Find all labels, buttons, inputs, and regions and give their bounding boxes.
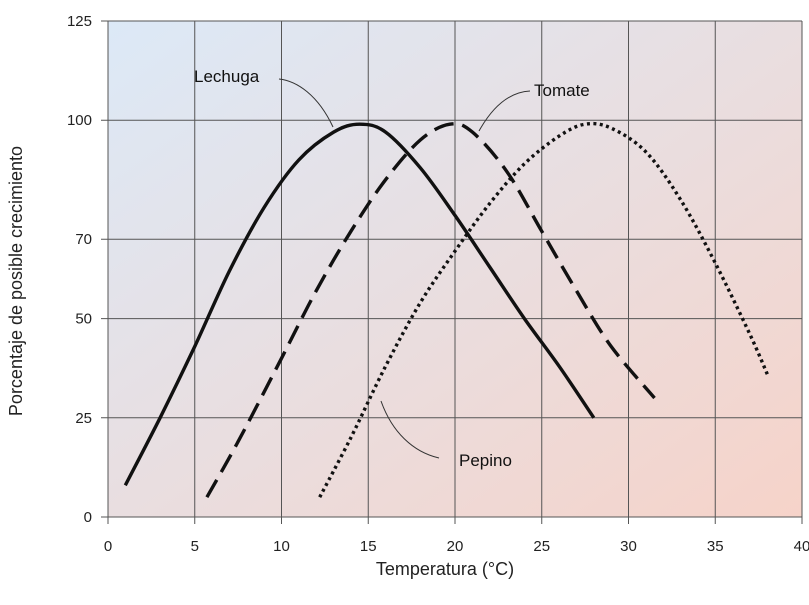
- x-tick-label: 40: [794, 538, 809, 555]
- y-tick-label: 25: [75, 410, 92, 427]
- y-tick-label: 70: [75, 231, 92, 248]
- series-line-tomate: [205, 122, 656, 499]
- tick-labels: 0 5 10 15 20 25 30 35 40 0 25 50 70 100 125: [67, 13, 809, 555]
- y-tick-label: 125: [67, 13, 92, 30]
- curve-label-lechuga: Lechuga: [194, 67, 260, 86]
- x-tick-label: 5: [191, 538, 199, 555]
- leader-line-tomate: [478, 90, 531, 132]
- x-tick-label: 30: [620, 538, 637, 555]
- series-line-pepino: [318, 121, 769, 498]
- curve-label-tomate: Tomate: [534, 81, 590, 100]
- leader-line-pepino: [380, 400, 440, 459]
- curves: [123, 121, 769, 499]
- x-tick-label: 0: [104, 538, 112, 555]
- curve-labels: Lechuga Tomate Pepino: [194, 67, 590, 470]
- series-line-lechuga: [123, 122, 596, 487]
- y-tick-label: 0: [84, 509, 92, 526]
- leader-line-lechuga: [278, 78, 334, 128]
- grid-lines: [101, 20, 803, 524]
- x-tick-label: 10: [273, 538, 290, 555]
- x-tick-label: 25: [533, 538, 550, 555]
- x-tick-label: 15: [360, 538, 377, 555]
- curve-label-pepino: Pepino: [459, 451, 512, 470]
- y-tick-label: 50: [75, 311, 92, 328]
- x-tick-label: 35: [707, 538, 724, 555]
- x-tick-label: 20: [447, 538, 464, 555]
- y-axis-title: Porcentaje de posible crecimiento: [6, 146, 26, 416]
- y-tick-label: 100: [67, 112, 92, 129]
- x-axis-title: Temperatura (°C): [376, 559, 514, 579]
- label-leaders: [278, 78, 531, 459]
